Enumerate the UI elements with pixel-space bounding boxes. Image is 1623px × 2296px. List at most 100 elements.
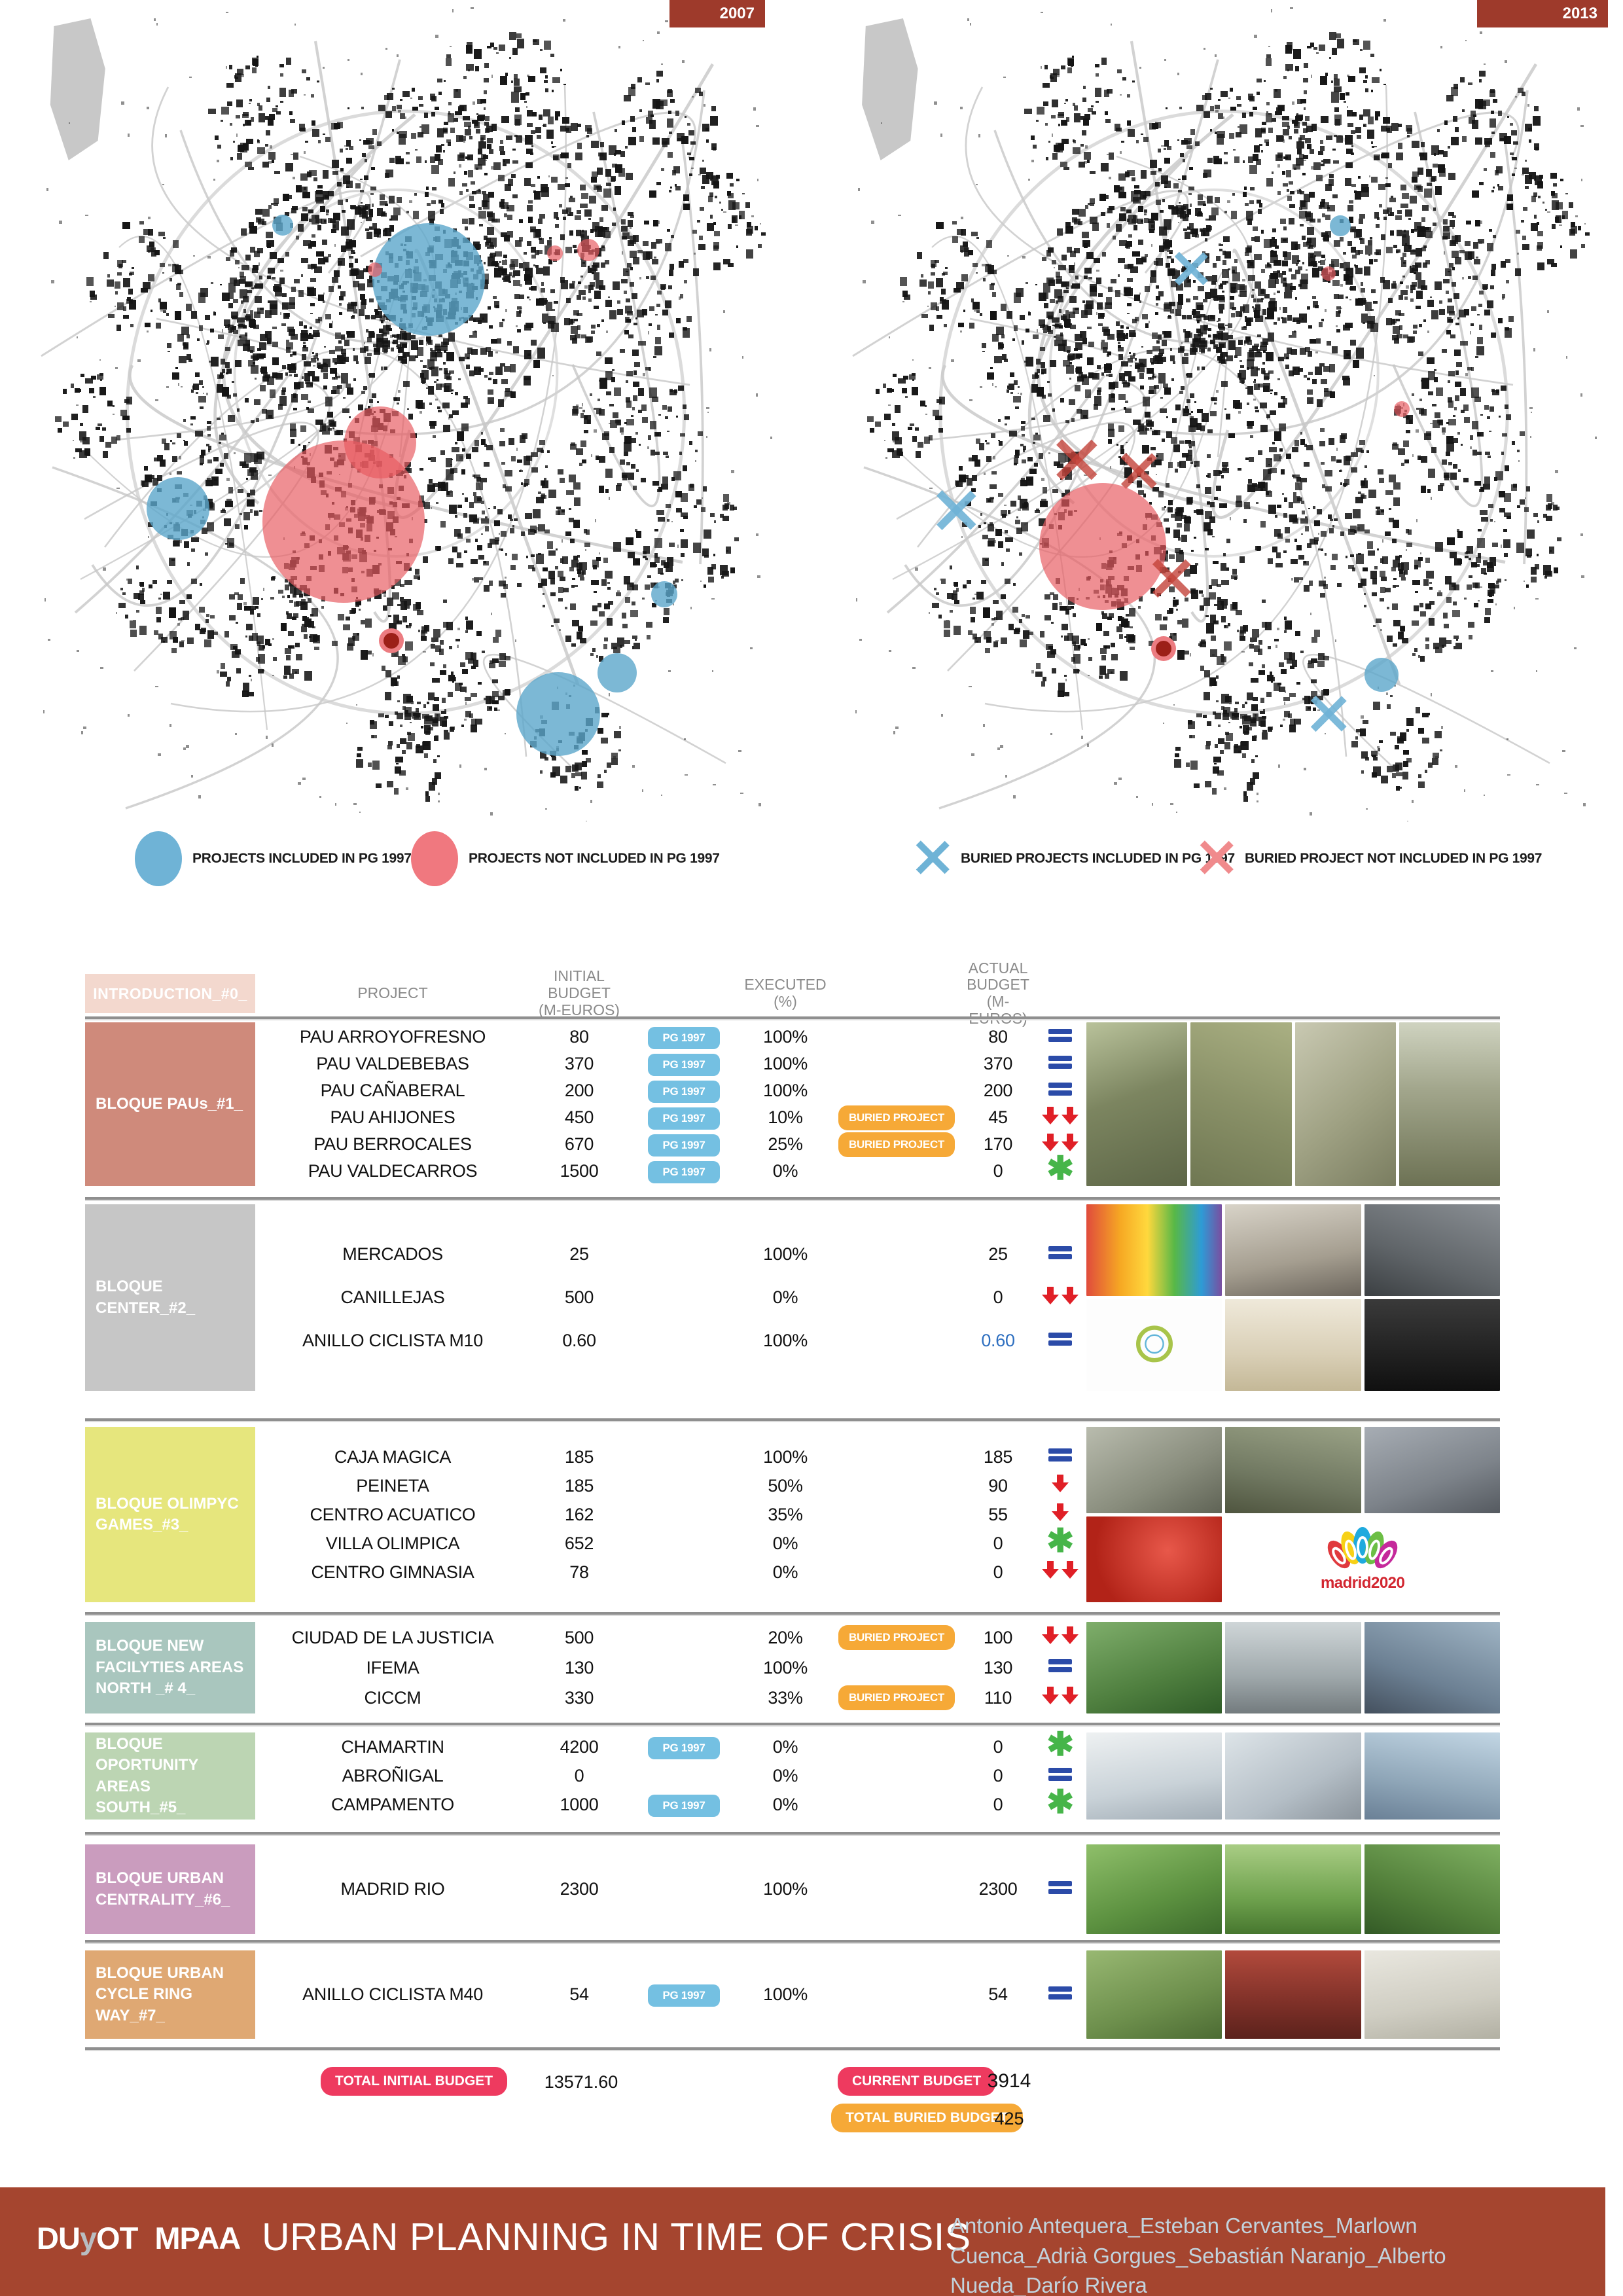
asterisk-icon: ✱ (1046, 1726, 1074, 1763)
project-name: CIUDAD DE LA JUSTICIA (291, 1627, 494, 1647)
year-badge-2007: 2007 (669, 0, 765, 27)
pg1997-cell: PG 1997 (628, 1445, 740, 1469)
table-row: IFEMA 130 PG 1997 100% BURIED PROJECT 130 (255, 1655, 1086, 1681)
project-name: ANILLO CICLISTA M10 (302, 1331, 483, 1350)
table-row: PAU AHIJONES 450 PG 1997 10% BURIED PROJECT 4… (255, 1105, 1086, 1131)
photo-tile (1086, 1622, 1222, 1713)
red-circle-marker-icon (367, 262, 382, 278)
asterisk-icon: ✱ (1046, 1150, 1074, 1187)
buried-cell: BURIED PROJECT (831, 1159, 962, 1184)
logo-y: y (79, 2221, 97, 2255)
section-divider (85, 1832, 1500, 1835)
executed-percent-value: 0% (772, 1766, 798, 1785)
map-2013 (851, 7, 1597, 821)
executed-percent-value: 100% (763, 1054, 808, 1073)
project-name: CHAMARTIN (341, 1737, 444, 1757)
table-row: CIUDAD DE LA JUSTICIA 500 PG 1997 20% BURIED… (255, 1624, 1086, 1651)
red-x-icon (1199, 840, 1234, 878)
section-divider (85, 1723, 1500, 1725)
trend-cell (1034, 1765, 1086, 1787)
pg1997-cell: PG 1997 (628, 1474, 740, 1498)
blue-x-icon (915, 840, 950, 878)
trend-cell (1034, 1878, 1086, 1901)
pg1997-cell: PG 1997 (628, 1983, 740, 2007)
projects-table: INTRODUCTION_#0_ PROJECT INITIAL BUDGET … (85, 960, 1500, 2160)
buried-cell: BURIED PROJECT (831, 1982, 962, 2007)
total-buried-budget-badge: TOTAL BURIED BUDGET (831, 2104, 1023, 2132)
cycle-ring-diagram-tile (1086, 1299, 1222, 1391)
initial-budget-value: 500 (564, 1287, 594, 1307)
equal-icon (1048, 1657, 1073, 1674)
table-row: ANILLO CICLISTA M10 0.60 PG 1997 100% BURIED… (255, 1328, 1086, 1354)
photo-tile (1225, 1299, 1361, 1391)
project-name: MERCADOS (342, 1244, 443, 1264)
logo-du: DU (37, 2221, 80, 2255)
table-row: PAU VALDEBEBAS 370 PG 1997 100% BURIED PROJE… (255, 1051, 1086, 1077)
table-row: PAU VALDECARROS 1500 PG 1997 0% BURIED PROJE… (255, 1150, 1086, 1187)
legend-label: PROJECTS NOT INCLUDED IN PG 1997 (469, 851, 720, 866)
executed-percent-value: 10% (768, 1107, 803, 1127)
pg1997-cell: PG 1997 (628, 1656, 740, 1679)
project-name: PAU VALDEBEBAS (316, 1054, 469, 1073)
photo-strip (1086, 1844, 1500, 1934)
equal-icon (1048, 1765, 1073, 1783)
initial-budget-value: 500 (564, 1627, 594, 1647)
table-row: PAU CAÑABERAL 200 PG 1997 100% BURIED PROJEC… (255, 1078, 1086, 1104)
equal-icon (1048, 1026, 1073, 1044)
header-initial-budget: INITIAL BUDGET (M-EUROS) (539, 967, 620, 1018)
madrid2020-logo-tile: madrid2020 (1225, 1516, 1500, 1602)
section-divider (85, 1612, 1500, 1615)
pg1997-badge: PG 1997 (648, 1053, 720, 1076)
pg1997-cell: PG 1997 (628, 1079, 740, 1103)
total-initial-budget-badge: TOTAL INITIAL BUDGET (321, 2067, 508, 2096)
photo-tile (1294, 1022, 1396, 1186)
table-block-5: BLOQUE OPORTUNITY AREAS SOUTH_#5_ CHAMART… (85, 1726, 1500, 1820)
buried-cell: BURIED PROJECT (831, 1655, 962, 1680)
actual-budget-value: 130 (983, 1657, 1013, 1677)
executed-percent-value: 100% (763, 1446, 808, 1467)
poster-title: URBAN PLANNING IN TIME OF CRISIS (262, 2215, 971, 2259)
blue-circle-marker-icon (1364, 657, 1399, 692)
pg1997-cell: PG 1997 (628, 1686, 740, 1710)
actual-budget-value: 55 (988, 1504, 1008, 1524)
photo-tile (1086, 1516, 1222, 1602)
block-label: BLOQUE CENTER_#2_ (85, 1204, 255, 1391)
logo-ot: OT (96, 2221, 138, 2255)
actual-budget-value: 0 (993, 1795, 1003, 1814)
pg1997-cell: PG 1997 (628, 1878, 740, 1901)
pg1997-cell: PG 1997 (628, 1026, 740, 1049)
blue-circle-marker-icon (516, 672, 600, 756)
photo-tile (1364, 1299, 1500, 1391)
project-name: CANILLEJAS (340, 1287, 445, 1307)
actual-budget-value: 45 (988, 1107, 1008, 1127)
current-budget-badge: CURRENT BUDGET (838, 2067, 996, 2096)
executed-percent-value: 50% (768, 1475, 803, 1496)
pg1997-cell: PG 1997 (628, 1765, 740, 1788)
double-down-arrow-icon (1042, 1561, 1079, 1579)
initial-budget-value: 25 (569, 1244, 589, 1264)
intro-block-label: INTRODUCTION_#0_ (85, 974, 255, 1013)
executed-percent-value: 100% (763, 1879, 808, 1899)
blue-circle-marker-icon (372, 223, 485, 336)
footer-bar: DUyOT MPAA URBAN PLANNING IN TIME OF CRIS… (0, 2187, 1605, 2296)
double-down-arrow-icon (1042, 1626, 1079, 1644)
logo-mpaa: MPAA (154, 2221, 241, 2255)
project-name: VILLA OLIMPICA (325, 1533, 460, 1553)
duyot-mpaa-logo: DUyOT MPAA (37, 2220, 241, 2256)
photo-tile (1225, 1950, 1361, 2039)
project-name: PAU AHIJONES (330, 1107, 455, 1127)
equal-icon (1048, 1053, 1073, 1071)
photo-strip (1086, 1022, 1500, 1186)
photo-tile (1399, 1022, 1500, 1186)
map-markers-2007 (39, 7, 772, 821)
pg1997-badge: PG 1997 (648, 1160, 720, 1183)
actual-budget-value: 80 (988, 1027, 1008, 1047)
photo-tile (1086, 1204, 1222, 1296)
initial-budget-value: 670 (564, 1134, 594, 1154)
blue-x-marker-icon (935, 489, 977, 534)
red-x-marker-icon (1055, 438, 1098, 484)
pg1997-cell: PG 1997 (628, 1503, 740, 1526)
block-label: BLOQUE NEW FACILYTIES AREAS NORTH _# 4_ (85, 1622, 255, 1713)
pg1997-cell: PG 1997 (628, 1626, 740, 1649)
table-row: ABROÑIGAL 0 PG 1997 0% BURIED PROJECT 0 (255, 1763, 1086, 1789)
